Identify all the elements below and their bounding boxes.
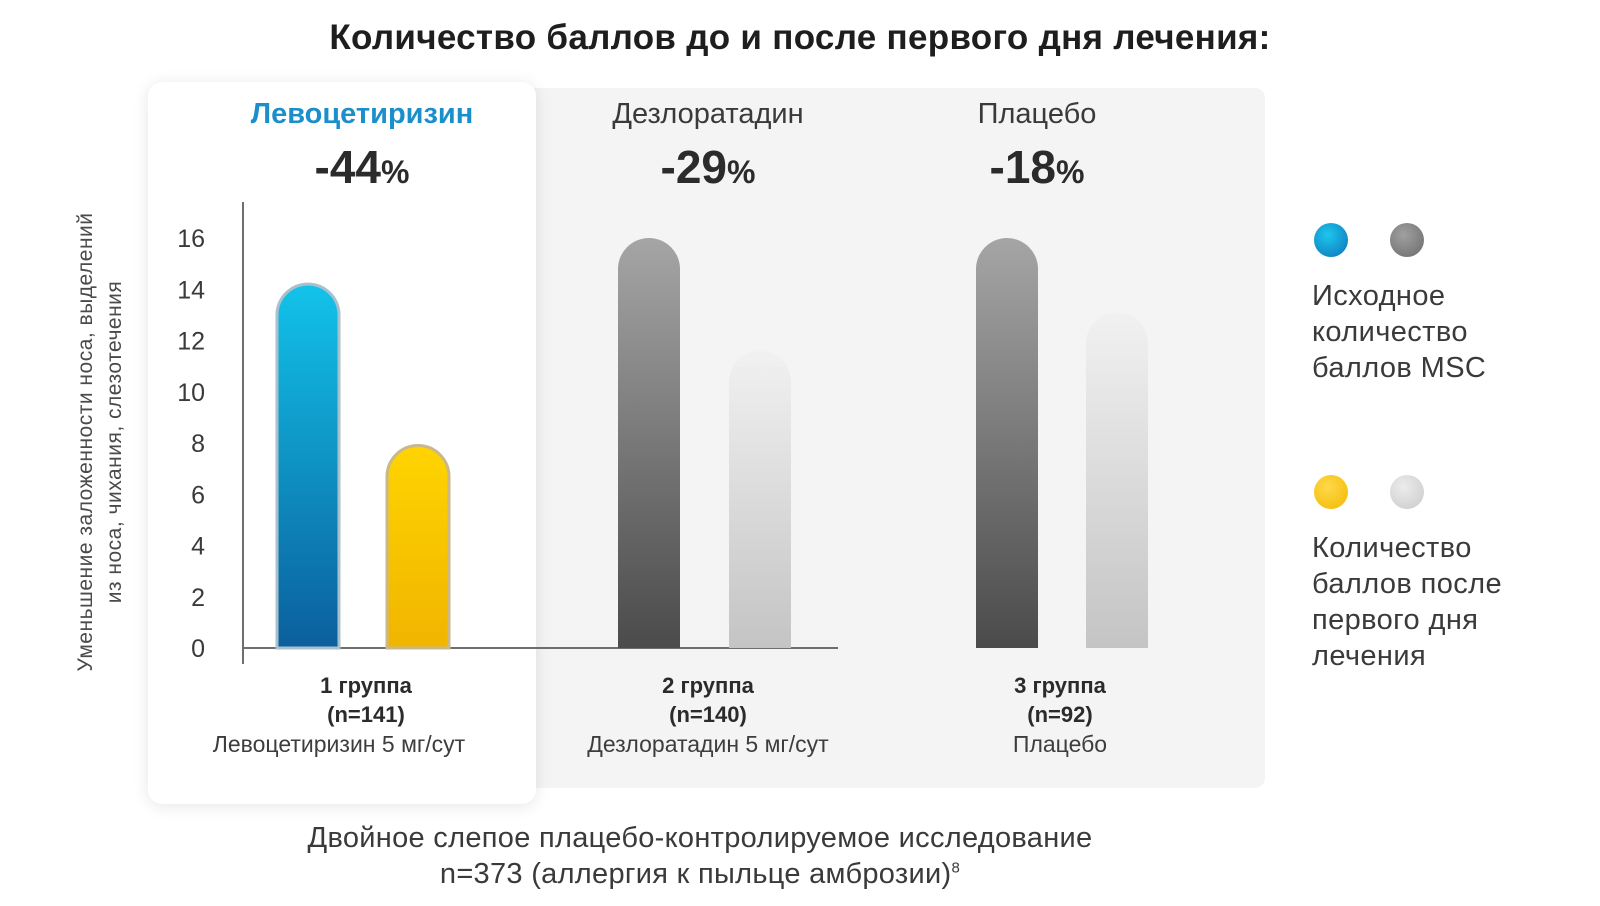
bar-group2-after <box>729 350 791 648</box>
group-n-1: (n=141) <box>327 702 405 727</box>
y-tick-label: 16 <box>177 225 205 253</box>
y-tick-label: 8 <box>191 430 205 458</box>
group-regimen-1: Левоцетиризин 5 мг/сут <box>212 731 466 757</box>
legend-dot-levo-baseline <box>1314 223 1348 257</box>
footnote-line-1: Двойное слепое плацебо-контролируемое ис… <box>307 822 1093 854</box>
reduction-levocetirizine: -44% <box>182 140 542 194</box>
drug-name-placebo: Плацебо <box>977 98 1097 130</box>
highlight-card <box>148 82 536 804</box>
reduction-placebo: -18% <box>857 140 1217 194</box>
y-tick-label: 0 <box>191 635 205 663</box>
legend-after-label: Количество баллов после первого дня лече… <box>1312 532 1503 672</box>
bar-group3-after <box>1086 312 1148 648</box>
y-tick-label: 14 <box>177 276 205 304</box>
percent-sign: % <box>727 154 756 190</box>
group-regimen-2: Дезлоратадин 5 мг/сут <box>587 731 829 757</box>
group-label-2: 2 группа <box>662 673 754 698</box>
y-tick-label: 6 <box>191 481 205 509</box>
group-regimen-3: Плацебо <box>1012 731 1108 757</box>
footnote-text: n=373 (аллергия к пыльце амброзии) <box>439 858 952 890</box>
legend-dot-other-baseline <box>1390 223 1424 257</box>
footnote-reference: 8 <box>951 859 961 877</box>
drug-name-desloratadine: Дезлоратадин <box>612 98 804 130</box>
y-tick-label: 10 <box>177 379 205 407</box>
y-tick-label: 2 <box>191 584 205 612</box>
legend-baseline-label: Исходное количество баллов MSC <box>1312 280 1487 384</box>
bar-group1-baseline <box>275 282 341 650</box>
group-label-3: 3 группа <box>1014 673 1106 698</box>
percent-sign: % <box>1056 154 1085 190</box>
page-title: Количество баллов до и после первого дня… <box>329 18 1271 57</box>
bar-group1-after <box>385 444 451 650</box>
footnote-line-2: n=373 (аллергия к пыльце амброзии)8 <box>0 858 1400 891</box>
legend-dot-other-after <box>1390 475 1424 509</box>
bar-group2-baseline <box>618 238 680 648</box>
y-tick-label: 4 <box>191 533 205 561</box>
bar-group3-baseline <box>976 238 1038 648</box>
reduction-value: -29 <box>660 141 728 193</box>
percent-sign: % <box>381 154 410 190</box>
group-n-2: (n=140) <box>669 702 747 727</box>
drug-name-levocetirizine: Левоцетиризин <box>250 98 474 130</box>
reduction-value: -44 <box>314 141 382 193</box>
group-label-1: 1 группа <box>320 673 412 698</box>
reduction-value: -18 <box>989 141 1057 193</box>
group-n-3: (n=92) <box>1027 702 1093 727</box>
y-tick-label: 12 <box>177 328 205 356</box>
legend-dot-levo-after <box>1314 475 1348 509</box>
reduction-desloratadine: -29% <box>528 140 888 194</box>
